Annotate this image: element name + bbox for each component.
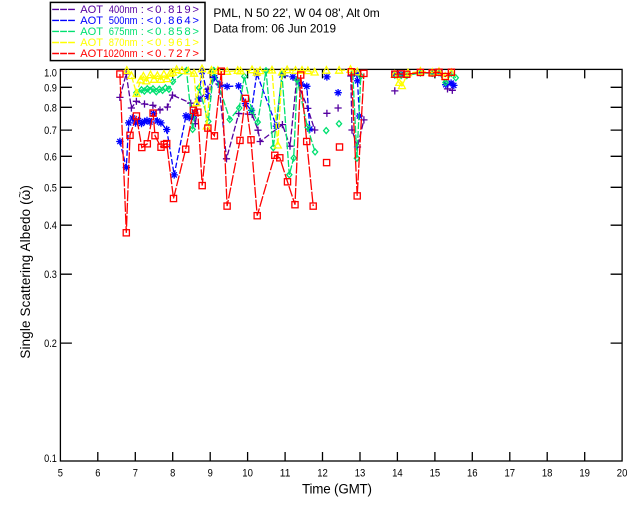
svg-text:Data from: 06 Jun 2019: Data from: 06 Jun 2019 — [213, 22, 336, 36]
svg-text:0.4: 0.4 — [44, 220, 57, 232]
svg-text:PML, N 50 22', W 04 08', Alt 0: PML, N 50 22', W 04 08', Alt 0m — [213, 6, 379, 20]
svg-text::: : — [141, 26, 144, 38]
svg-text:6: 6 — [95, 468, 100, 480]
svg-text:<0.864>: <0.864> — [147, 15, 200, 27]
svg-text:0.1: 0.1 — [44, 453, 57, 465]
svg-text:0.5: 0.5 — [44, 182, 57, 194]
svg-text:16: 16 — [467, 468, 478, 480]
svg-text:0.6: 0.6 — [44, 151, 57, 163]
svg-text:15: 15 — [430, 468, 441, 480]
svg-text:AOT: AOT — [80, 15, 103, 27]
svg-text:0.7: 0.7 — [44, 125, 57, 137]
svg-text:<0.858>: <0.858> — [147, 26, 200, 38]
svg-text:Single Scattering Albedo (ω): Single Scattering Albedo (ω) — [18, 185, 33, 358]
svg-text:0.2: 0.2 — [44, 338, 57, 350]
svg-text:AOT: AOT — [80, 37, 103, 49]
svg-text:400nm: 400nm — [109, 4, 138, 16]
svg-text:20: 20 — [617, 468, 628, 480]
svg-text:1.0: 1.0 — [44, 67, 57, 79]
svg-text::: : — [141, 15, 144, 27]
svg-text:0.8: 0.8 — [44, 102, 57, 114]
svg-text:18: 18 — [542, 468, 553, 480]
svg-text:<0.727>: <0.727> — [147, 48, 200, 60]
svg-text:AOT: AOT — [80, 4, 103, 16]
svg-text:AOT: AOT — [80, 48, 103, 60]
svg-text::: : — [141, 37, 144, 49]
svg-text:1020nm: 1020nm — [103, 48, 137, 60]
svg-text:11: 11 — [280, 468, 291, 480]
svg-text:13: 13 — [355, 468, 366, 480]
svg-text::: : — [141, 48, 144, 60]
svg-text:9: 9 — [208, 468, 213, 480]
svg-text:0.3: 0.3 — [44, 269, 57, 281]
svg-text:675nm: 675nm — [109, 26, 138, 38]
svg-text:7: 7 — [133, 468, 138, 480]
svg-text:8: 8 — [170, 468, 175, 480]
svg-text:500nm: 500nm — [109, 15, 138, 27]
svg-text:~: ~ — [15, 191, 27, 197]
svg-text:870nm: 870nm — [109, 37, 138, 49]
svg-text:5: 5 — [58, 468, 63, 480]
svg-text::: : — [141, 4, 144, 16]
svg-text:12: 12 — [317, 468, 328, 480]
svg-text:14: 14 — [392, 468, 403, 480]
svg-text:10: 10 — [242, 468, 253, 480]
svg-text:19: 19 — [579, 468, 590, 480]
svg-text:AOT: AOT — [80, 26, 103, 38]
svg-text:17: 17 — [505, 468, 516, 480]
svg-text:Time (GMT): Time (GMT) — [302, 482, 372, 497]
svg-text:<0.961>: <0.961> — [147, 37, 200, 49]
svg-text:<0.819>: <0.819> — [147, 4, 200, 16]
svg-text:0.9: 0.9 — [44, 82, 57, 94]
